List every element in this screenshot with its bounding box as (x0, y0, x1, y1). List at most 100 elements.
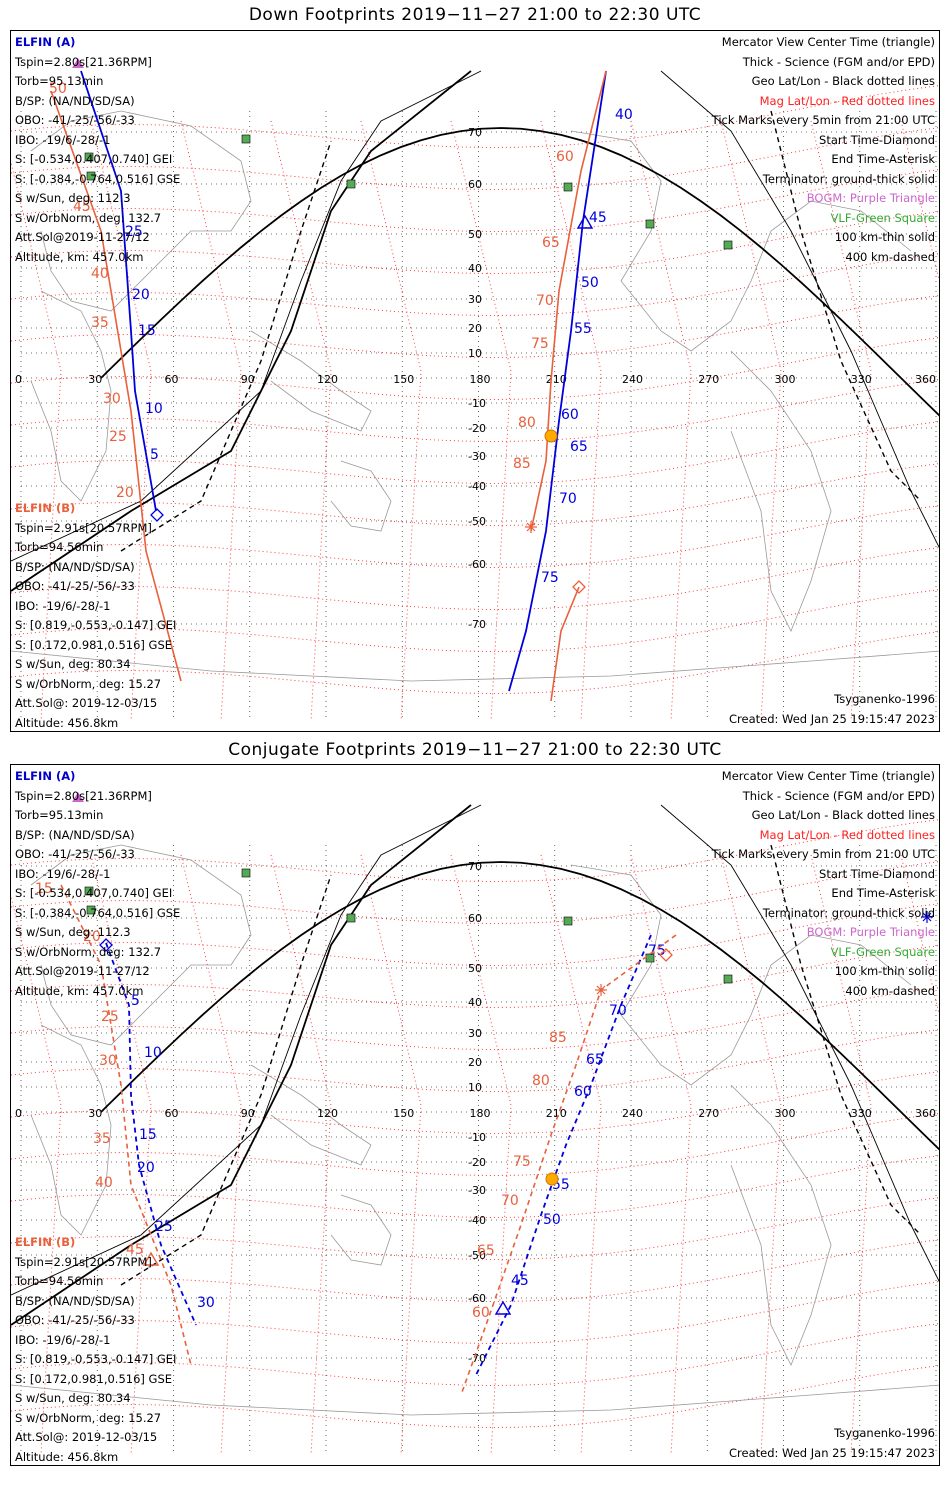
terminator-line (100, 861, 939, 1151)
lon-tick-label: 360 (915, 373, 936, 386)
lat-tick-label: -70 (468, 618, 486, 631)
elfin-b-tick-label: 80 (518, 415, 536, 431)
elfin-a-track (508, 70, 607, 692)
lat-tick-label: 30 (468, 293, 482, 306)
lon-tick-label: 30 (88, 373, 102, 386)
elfin-a-tick-label: 50 (543, 1212, 561, 1228)
legend-line: 400 km-dashed (845, 983, 935, 998)
continent-outline (30, 1024, 112, 1236)
lat-tick-label: -50 (468, 1249, 486, 1262)
elfin-b-tick-label: 85 (513, 456, 531, 472)
terminator-line (11, 70, 472, 592)
elfin-b-tick-label: 60 (556, 149, 574, 165)
elfin-a-title: ELFIN (A) (15, 769, 76, 783)
elfin-a-line: Tspin=2.80s[21.36RPM] (15, 54, 152, 69)
legend-line: Mag Lat/Lon - Red dotted lines (759, 827, 935, 842)
continent-outline (11, 1384, 939, 1416)
altitude-100km-line (660, 70, 939, 549)
lon-tick-label: 270 (698, 1107, 719, 1120)
legend-line: Thick - Science (FGM and/or EPD) (742, 788, 935, 803)
continent-outline (570, 130, 912, 352)
mag-meridian-line (450, 120, 512, 722)
elfin-a-tick-label: 50 (581, 275, 599, 291)
sun-marker (545, 1172, 559, 1186)
continent-outline (330, 460, 392, 532)
elfin-b-line: Altitude: 456.8km (15, 715, 119, 730)
elfin-a-line: OBO: -41/-25/-56/-33 (15, 113, 135, 127)
map-canvas-down: 0 30 60 90 120 150 180 210 240 270 300 330 360706050… (11, 58, 939, 722)
elfin-a-line: S w/Sun, deg: 112.3 (15, 191, 131, 205)
elfin-b-tick-label: 45 (73, 199, 91, 215)
mag-meridian-line (180, 120, 242, 722)
lon-tick-label: 330 (851, 373, 872, 386)
legend-line: BOGM: Purple Triangle (806, 925, 935, 939)
lon-tick-label: 240 (622, 373, 643, 386)
mag-meridian-line (540, 854, 602, 1456)
elfin-b-line: S: [0.819,-0.553,-0.147] GEI (15, 618, 177, 632)
lon-tick-label: 300 (775, 373, 796, 386)
elfin-b-tick-label: 20 (116, 485, 134, 501)
elfin-a-line: Altitude, km: 457.0km (15, 249, 144, 264)
elfin-a-tick-label: 75 (541, 570, 559, 586)
map-legend: Mercator View Center Time (triangle) Thi… (712, 33, 935, 267)
vlf-station-square (241, 868, 251, 878)
bogm-purple-triangle (72, 58, 84, 68)
elfin-a-tick-label: 5 (150, 447, 159, 463)
elfin-a-line: S: [-0.534,0.407,0.740] GEI (15, 886, 173, 900)
elfin-b-tick-label: 35 (91, 315, 109, 331)
map-footer: Tsyganenko-1996 Created: Wed Jan 25 19:1… (729, 1424, 935, 1463)
lon-tick-label: 210 (546, 1107, 567, 1120)
elfin-a-line: B/SP: (NA/ND/SD/SA) (15, 93, 135, 108)
elfin-a-line: S: [-0.534,0.407,0.740] GEI (15, 152, 173, 166)
elfin-a-tick-label: 60 (561, 407, 579, 423)
elfin-b-track (550, 586, 580, 702)
lon-tick-label: 120 (317, 1107, 338, 1120)
elfin-a-tick-label: 65 (586, 1052, 604, 1068)
lat-tick-label: -70 (468, 1352, 486, 1365)
lat-tick-label: 60 (468, 912, 482, 925)
elfin-b-tick-label: 85 (549, 1030, 567, 1046)
elfin-b-tick-label: 70 (536, 293, 554, 309)
lat-tick-label: -50 (468, 515, 486, 528)
elfin-b-line: S w/OrbNorm, deg: 15.27 (15, 676, 162, 691)
lon-tick-label: 330 (851, 1107, 872, 1120)
continent-outline (730, 350, 832, 632)
elfin-b-line: Tspin=2.91s[20.57RPM] (15, 1254, 152, 1269)
terminator-line (11, 804, 472, 1326)
elfin-b-line: S w/Sun, deg: 80.34 (15, 657, 131, 671)
asterisk-stroke (922, 912, 932, 922)
vlf-station-square (645, 953, 655, 963)
elfin-a-line: S w/OrbNorm, deg: 132.7 (15, 210, 162, 225)
lon-tick-label: 60 (165, 1107, 179, 1120)
elfin-b-center-triangle (142, 1251, 160, 1266)
elfin-a-tick-label: 20 (132, 287, 150, 303)
legend-line: 100 km-thin solid (834, 964, 935, 978)
elfin-a-tick-label: 65 (570, 439, 588, 455)
altitude-400km-line (120, 140, 332, 552)
lat-tick-label: 70 (468, 860, 482, 873)
elfin-a-tick-label: 60 (574, 1084, 592, 1100)
lon-tick-label: 120 (317, 373, 338, 386)
legend-line: End Time-Asterisk (831, 152, 935, 166)
legend-line: Tick Marks every 5min from 21:00 UTC (711, 847, 935, 861)
elfin-a-tick-label: 20 (137, 1160, 155, 1176)
altitude-100km-line (660, 804, 939, 1283)
vlf-station-square (346, 179, 356, 189)
asterisk-stroke (596, 985, 606, 995)
lon-tick-label: 360 (915, 1107, 936, 1120)
legend-line: Tick Marks every 5min from 21:00 UTC (711, 113, 935, 127)
lat-tick-label: -30 (468, 1184, 486, 1197)
legend-line: 100 km-thin solid (834, 230, 935, 244)
legend-line: Thick - Science (FGM and/or EPD) (742, 54, 935, 69)
legend-line: Start Time-Diamond (819, 132, 935, 147)
elfin-a-line: IBO: -19/6/-28/-1 (15, 132, 111, 147)
elfin-b-tick-label: 40 (95, 1175, 113, 1191)
elfin-a-line: S: [-0.384,-0.764,0.516] GSE (15, 905, 181, 920)
legend-line: Start Time-Diamond (819, 866, 935, 881)
elfin-a-line: B/SP: (NA/ND/SD/SA) (15, 827, 135, 842)
elfin-b-tick-label: 70 (501, 1193, 519, 1209)
elfin-a-line: Tspin=2.80s[21.36RPM] (15, 788, 152, 803)
elfin-a-line: OBO: -41/-25/-56/-33 (15, 847, 135, 861)
mag-meridian-line (360, 854, 422, 1456)
elfin-b-line: Att.Sol@: 2019-12-03/15 (15, 1430, 158, 1444)
